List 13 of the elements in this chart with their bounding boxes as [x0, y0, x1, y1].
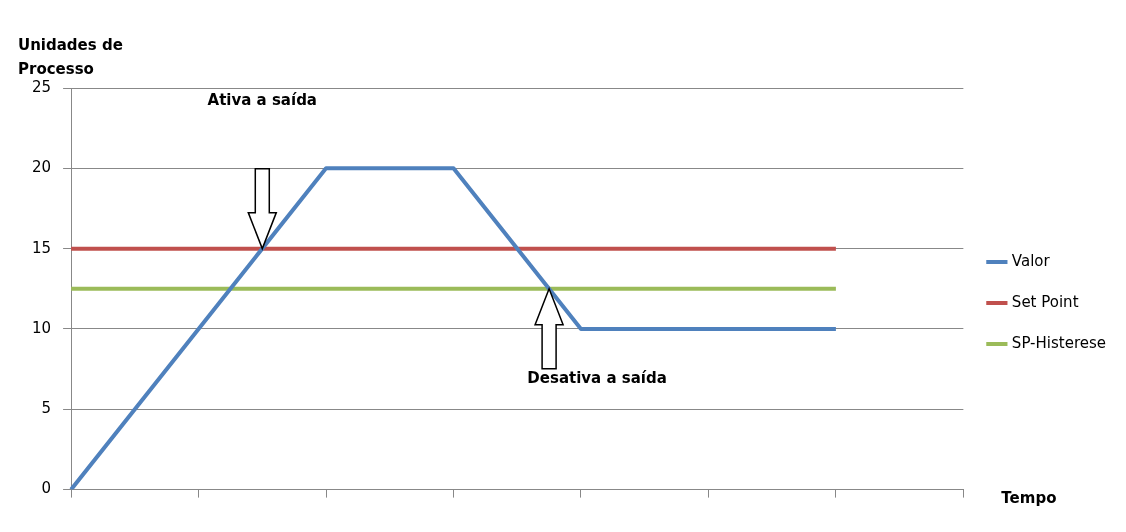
annotation: Desativa a saída [527, 368, 667, 387]
y-tick-label: 10 [31, 318, 52, 337]
legend-label: Set Point [1011, 292, 1079, 311]
y-tick-label: 0 [41, 479, 52, 498]
legend-label: SP-Histerese [1011, 333, 1107, 352]
y-tick-label: 5 [41, 399, 52, 418]
y-axis-title: Unidades de Processo [18, 36, 123, 78]
y-tick-label: 15 [31, 238, 52, 257]
x-axis-title: Tempo [1001, 489, 1057, 508]
annotation: Ativa a saída [207, 90, 318, 109]
y-tick-label: 20 [31, 158, 52, 177]
y-tick-label: 25 [31, 77, 52, 96]
legend-label: Valor [1011, 251, 1051, 270]
